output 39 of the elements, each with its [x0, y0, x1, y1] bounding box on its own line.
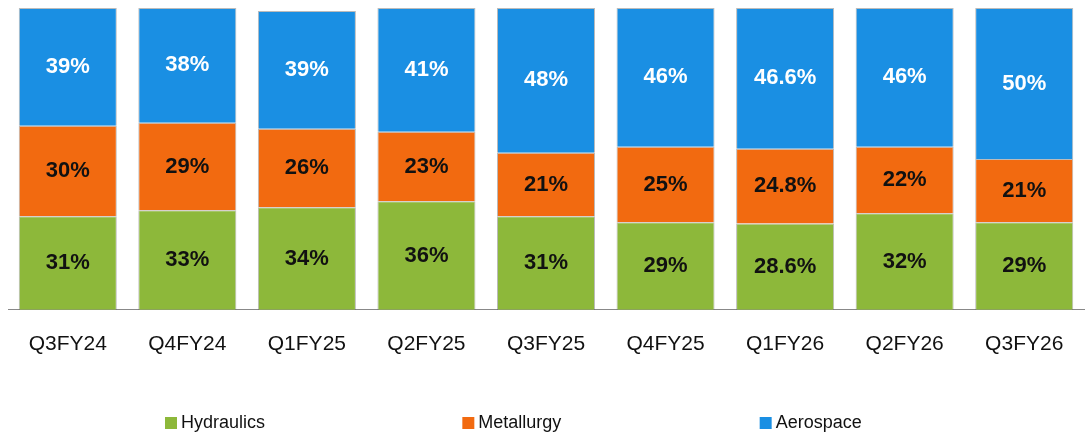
- data-label: 29%: [1002, 252, 1047, 278]
- data-label: 31%: [523, 249, 569, 275]
- data-label: 22%: [882, 166, 927, 192]
- legend-label: Aerospace: [775, 411, 862, 432]
- data-label: 23%: [404, 152, 449, 178]
- data-label: 39%: [45, 52, 90, 78]
- data-label: 46%: [643, 63, 688, 89]
- x-tick-label: Q2FY26: [865, 331, 944, 355]
- x-tick-label: Q3FY25: [506, 331, 586, 355]
- data-label: 41%: [404, 55, 449, 81]
- x-tick-label: Q1FY26: [746, 331, 825, 355]
- data-label: 38%: [165, 51, 210, 77]
- data-label: 29%: [643, 252, 688, 278]
- x-tick-label: Q4FY24: [148, 331, 227, 355]
- data-label: 39%: [284, 55, 329, 81]
- data-label: 46.6%: [753, 64, 817, 90]
- data-label: 21%: [523, 170, 569, 196]
- data-label: 24.8%: [753, 172, 817, 198]
- data-label: 36%: [404, 241, 449, 267]
- data-label: 26%: [284, 154, 329, 180]
- data-label: 32%: [882, 247, 927, 273]
- legend-label: Hydraulics: [181, 411, 266, 432]
- x-tick-label: Q1FY25: [267, 331, 346, 355]
- data-label: 33%: [165, 246, 210, 272]
- x-tick-label: Q3FY24: [28, 331, 108, 355]
- legend-label: Metallurgy: [478, 411, 562, 432]
- data-label: 34%: [284, 244, 329, 270]
- data-label: 29%: [165, 152, 210, 178]
- x-tick-label: Q3FY26: [985, 331, 1064, 355]
- data-label: 28.6%: [753, 252, 817, 278]
- x-tick-label: Q2FY25: [387, 331, 466, 355]
- data-label: 31%: [45, 249, 90, 275]
- data-label: 48%: [523, 66, 569, 92]
- data-label: 21%: [1002, 176, 1047, 202]
- x-tick-label: Q4FY25: [626, 331, 705, 355]
- data-label: 46%: [882, 63, 927, 89]
- data-label: 50%: [1002, 69, 1047, 95]
- data-label: 25%: [643, 170, 688, 196]
- data-label: 30%: [45, 157, 90, 183]
